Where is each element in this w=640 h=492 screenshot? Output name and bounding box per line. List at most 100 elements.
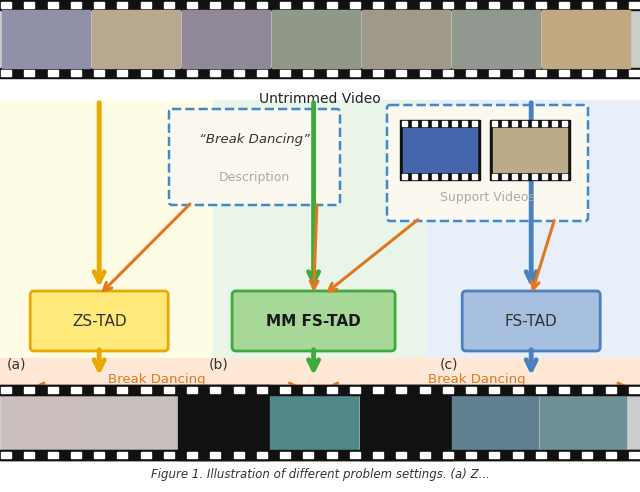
Bar [443, 387, 453, 393]
FancyBboxPatch shape [462, 291, 600, 351]
Bar [559, 387, 569, 393]
Bar [420, 387, 429, 393]
Bar [396, 387, 406, 393]
Bar [326, 70, 337, 76]
Bar [629, 452, 639, 458]
Bar [403, 128, 477, 172]
Bar [582, 452, 593, 458]
Bar [47, 452, 58, 458]
Bar [141, 387, 150, 393]
Bar [442, 121, 447, 126]
Bar [1, 387, 11, 393]
Bar [257, 70, 267, 76]
Bar [490, 70, 499, 76]
Bar [117, 387, 127, 393]
Bar [211, 452, 220, 458]
Bar [559, 387, 569, 393]
Bar [94, 452, 104, 458]
Bar [420, 387, 429, 393]
Bar [117, 387, 127, 393]
Bar [47, 452, 58, 458]
Bar [490, 452, 499, 458]
Bar [211, 1, 220, 7]
Bar [257, 387, 267, 393]
Bar [490, 387, 499, 393]
Bar [280, 387, 290, 393]
Bar [443, 1, 453, 7]
Bar [24, 387, 35, 393]
Bar [451, 174, 456, 179]
Bar [71, 387, 81, 393]
Text: FS-TAD: FS-TAD [505, 313, 557, 329]
Bar [141, 70, 150, 76]
Bar [234, 387, 244, 393]
Bar [280, 70, 290, 76]
Bar [164, 1, 174, 7]
Bar [373, 387, 383, 393]
Bar [466, 452, 476, 458]
FancyBboxPatch shape [387, 105, 588, 221]
Bar [492, 121, 497, 126]
Bar [24, 387, 35, 393]
Bar [24, 452, 35, 458]
Bar [71, 1, 81, 7]
Bar [164, 387, 174, 393]
Bar [466, 70, 476, 76]
Bar [452, 395, 538, 450]
Bar [0, 0, 640, 10]
Bar [211, 452, 220, 458]
Bar [257, 387, 267, 393]
Bar [490, 387, 499, 393]
Bar [420, 70, 429, 76]
Bar [582, 387, 593, 393]
Bar [559, 1, 569, 7]
Text: Break Dancing: Break Dancing [428, 373, 525, 386]
Bar [71, 387, 81, 393]
Bar [234, 1, 244, 7]
Bar [326, 1, 337, 7]
Bar [513, 452, 523, 458]
Bar [187, 387, 197, 393]
Bar [396, 387, 406, 393]
Bar [360, 385, 452, 460]
Bar [303, 1, 314, 7]
Bar [257, 452, 267, 458]
Bar [280, 387, 290, 393]
Bar [270, 395, 358, 450]
Text: Break Dancing: Break Dancing [108, 373, 205, 386]
Bar [536, 70, 546, 76]
Bar [511, 121, 516, 126]
Bar [94, 387, 104, 393]
Bar [461, 174, 467, 179]
Bar [412, 174, 417, 179]
Bar [420, 452, 429, 458]
Bar [164, 452, 174, 458]
Bar [561, 121, 566, 126]
Bar [94, 70, 104, 76]
Bar [141, 1, 150, 7]
Bar [303, 387, 314, 393]
Bar [257, 452, 267, 458]
Bar [47, 387, 58, 393]
Bar [396, 452, 406, 458]
Bar [2, 395, 88, 450]
Bar [513, 452, 523, 458]
Bar [420, 1, 429, 7]
Bar [117, 452, 127, 458]
Bar [373, 70, 383, 76]
Bar [187, 70, 197, 76]
Bar [605, 387, 616, 393]
Bar [396, 1, 406, 7]
Bar [1, 452, 11, 458]
Bar [373, 387, 383, 393]
Bar [141, 452, 150, 458]
Bar [94, 387, 104, 393]
Bar [502, 174, 506, 179]
Bar [559, 452, 569, 458]
Bar [0, 68, 640, 78]
Bar [443, 70, 453, 76]
Bar [164, 452, 174, 458]
Bar [187, 1, 197, 7]
Bar [47, 387, 58, 393]
Bar [373, 452, 383, 458]
